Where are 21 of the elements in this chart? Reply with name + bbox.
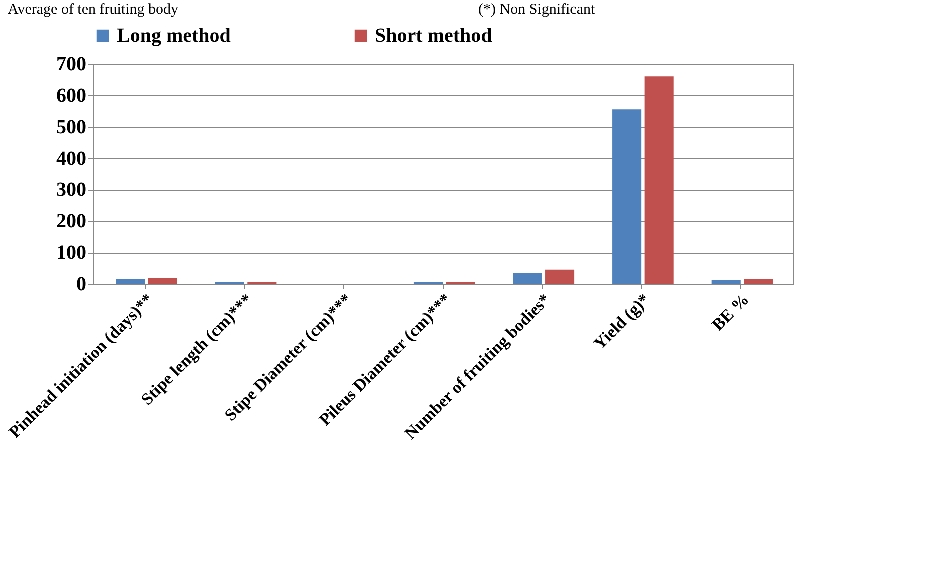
text: (*) Non Significant bbox=[478, 2, 596, 19]
bar bbox=[644, 76, 674, 284]
y-tick-label: 600 bbox=[56, 84, 86, 107]
bar bbox=[744, 279, 774, 284]
bar bbox=[712, 280, 741, 284]
y-tick-label: 300 bbox=[56, 179, 86, 202]
bar bbox=[148, 278, 178, 284]
bar bbox=[116, 279, 146, 284]
y-tick-label: 200 bbox=[56, 210, 86, 233]
y-tick-label: 400 bbox=[56, 148, 86, 170]
legend-label: Short method bbox=[375, 25, 492, 47]
bar bbox=[612, 110, 642, 284]
y-tick-label: 100 bbox=[56, 242, 86, 264]
text: Average of ten fruiting body bbox=[8, 2, 179, 19]
legend-label: Long method bbox=[117, 25, 231, 47]
bar bbox=[546, 270, 575, 284]
x-tick-label: BE % bbox=[708, 290, 753, 335]
y-tick-label: 500 bbox=[56, 116, 86, 138]
y-tick-label: 700 bbox=[56, 54, 86, 76]
y-tick-label: 0 bbox=[76, 274, 86, 296]
bar bbox=[513, 273, 542, 284]
